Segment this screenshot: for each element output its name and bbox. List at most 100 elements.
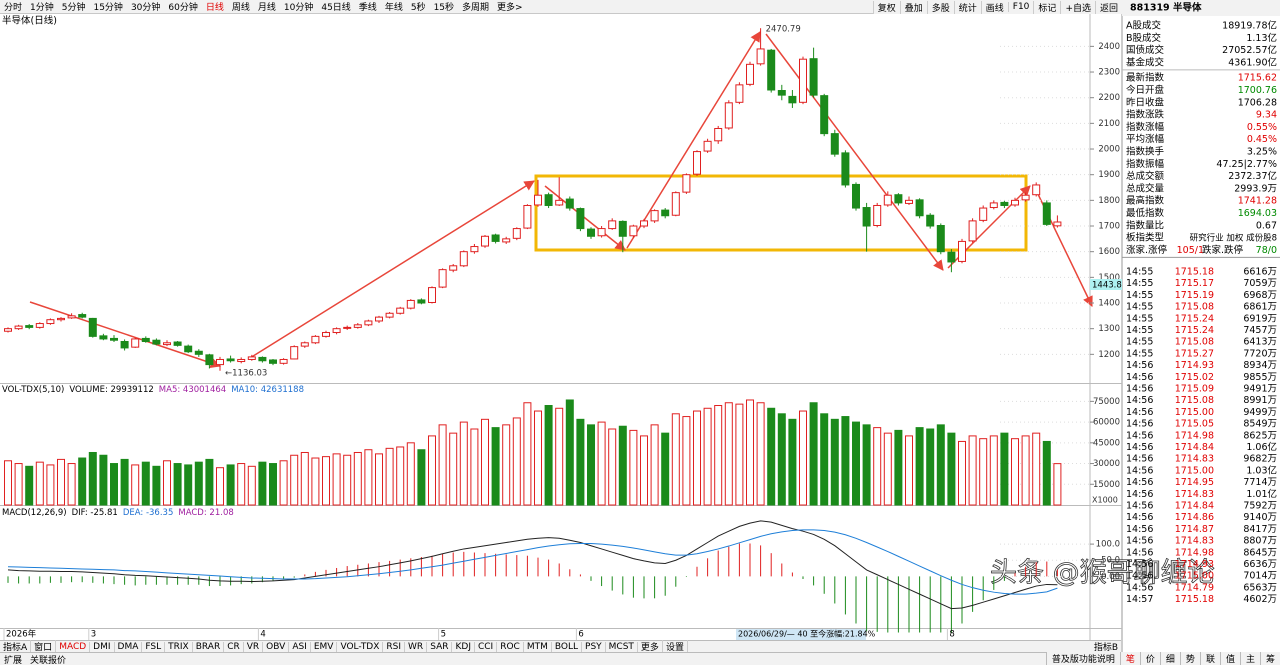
period-button[interactable]: 10分钟 bbox=[283, 3, 314, 13]
indicator-tab[interactable]: SAR bbox=[427, 641, 453, 652]
indicator-tab[interactable]: RSI bbox=[383, 641, 406, 652]
period-button[interactable]: 60分钟 bbox=[168, 3, 198, 13]
status-button[interactable]: 关联报价 bbox=[30, 655, 67, 665]
y-tick-label: 100.0 bbox=[1096, 540, 1120, 550]
candle-body bbox=[756, 48, 765, 65]
tool-button[interactable]: 统计 bbox=[953, 0, 981, 14]
tool-button[interactable]: F10 bbox=[1007, 2, 1034, 12]
tick-time: 14:56 bbox=[1126, 477, 1153, 488]
mode-button[interactable]: 联 bbox=[1199, 652, 1220, 665]
volume-bar bbox=[512, 417, 521, 506]
indicator-tab[interactable]: 指标B bbox=[1091, 640, 1122, 653]
volume-bar bbox=[247, 465, 256, 506]
period-button[interactable]: 45日线 bbox=[321, 3, 351, 13]
period-button[interactable]: 15秒 bbox=[433, 3, 455, 13]
indicator-tab[interactable]: CCI bbox=[475, 641, 498, 652]
period-button[interactable]: 5秒 bbox=[410, 3, 426, 13]
indicator-tab[interactable]: MACD bbox=[56, 641, 91, 652]
indicator-tab[interactable]: KDJ bbox=[452, 641, 475, 652]
period-button[interactable]: 季线 bbox=[358, 3, 377, 13]
indicator-tab[interactable]: EMV bbox=[311, 641, 338, 652]
indicator-tab[interactable]: OBV bbox=[263, 641, 290, 652]
volume-bar bbox=[173, 463, 182, 506]
watermark: 头条 @猴哥聊缠论 bbox=[990, 558, 1215, 589]
indicator-tab[interactable]: PSY bbox=[582, 641, 606, 652]
tool-button[interactable]: 叠加 bbox=[899, 0, 927, 14]
tick-volume: 9491万 bbox=[1243, 384, 1277, 395]
tool-button[interactable]: 返回 bbox=[1094, 0, 1122, 14]
indicator-tab[interactable]: 设置 bbox=[663, 640, 688, 653]
candle-body bbox=[830, 133, 839, 155]
volume-bar bbox=[936, 424, 945, 506]
volume-bar bbox=[544, 405, 553, 506]
indicator-tab[interactable]: ASI bbox=[289, 641, 311, 652]
period-button[interactable]: 日线 bbox=[205, 3, 224, 13]
period-button[interactable]: 多周期 bbox=[462, 3, 490, 13]
indicator-tab[interactable]: TRIX bbox=[165, 641, 193, 652]
tool-button[interactable]: 画线 bbox=[980, 0, 1008, 14]
period-button[interactable]: 1分钟 bbox=[30, 3, 54, 13]
tick-volume: 8645万 bbox=[1243, 547, 1277, 558]
period-button[interactable]: 15分钟 bbox=[93, 3, 123, 13]
mode-button[interactable]: 势 bbox=[1179, 652, 1200, 665]
help-link[interactable]: 普及版功能说明 bbox=[1045, 652, 1120, 665]
indicator-tab[interactable]: FSL bbox=[142, 641, 166, 652]
tool-button[interactable]: 复权 bbox=[872, 0, 900, 14]
indicator-tab[interactable]: MTM bbox=[524, 641, 552, 652]
volume-bar bbox=[777, 413, 786, 506]
indicator-tab[interactable]: DMA bbox=[115, 641, 143, 652]
tool-button[interactable]: +自选 bbox=[1060, 0, 1095, 14]
period-button[interactable]: 月线 bbox=[257, 3, 276, 13]
indicator-tab[interactable]: VR bbox=[244, 641, 264, 652]
indicator-tab[interactable]: ROC bbox=[497, 641, 524, 652]
indicator-tab[interactable]: 更多 bbox=[638, 640, 663, 653]
indicator-tab[interactable]: VOL-TDX bbox=[337, 641, 384, 652]
tick-price: 1714.98 bbox=[1175, 430, 1214, 441]
indicator-tab[interactable]: CR bbox=[224, 641, 244, 652]
period-button[interactable]: 周线 bbox=[231, 3, 250, 13]
period-button[interactable]: 5分钟 bbox=[61, 3, 86, 13]
tick-volume: 8417万 bbox=[1243, 524, 1277, 535]
indicator-tab[interactable]: 窗口 bbox=[31, 640, 57, 653]
tick-time: 14:55 bbox=[1126, 267, 1153, 278]
stat-value: 4361.90亿 bbox=[1228, 56, 1277, 68]
candle-body bbox=[57, 317, 65, 321]
tool-button[interactable]: 标记 bbox=[1033, 0, 1060, 14]
y-tick-label: 2300 bbox=[1098, 68, 1120, 78]
indicator-tab[interactable]: BOLL bbox=[552, 641, 583, 652]
mode-button[interactable]: 主 bbox=[1239, 652, 1260, 665]
period-button[interactable]: 30分钟 bbox=[130, 3, 161, 13]
mode-button[interactable]: 值 bbox=[1219, 652, 1240, 665]
stat-value: 18919.78亿 bbox=[1222, 20, 1277, 32]
indicator-tab[interactable]: MCST bbox=[606, 641, 638, 652]
period-button[interactable]: 更多> bbox=[497, 3, 523, 13]
period-button[interactable]: 分时 bbox=[4, 3, 23, 13]
volume-bar bbox=[110, 463, 118, 506]
volume-bar bbox=[1000, 432, 1009, 506]
y-tick-label: 50.0 bbox=[1101, 556, 1120, 566]
indicator-tab[interactable]: DMI bbox=[90, 641, 115, 652]
mode-button[interactable]: 细 bbox=[1159, 652, 1180, 665]
tick-volume: 7720万 bbox=[1243, 348, 1277, 359]
status-button[interactable]: 扩展 bbox=[4, 655, 23, 665]
volume-bar bbox=[35, 461, 44, 506]
period-button[interactable]: 年线 bbox=[384, 3, 403, 13]
tick-price: 1715.00 bbox=[1175, 571, 1214, 582]
stat-value: 研究行业 加权 成份股8 bbox=[1190, 233, 1277, 244]
indicator-tab[interactable]: BRAR bbox=[193, 641, 225, 652]
mode-button[interactable]: 筹 bbox=[1259, 652, 1280, 665]
candle-body bbox=[470, 246, 479, 253]
tick-time: 14:56 bbox=[1126, 512, 1153, 523]
volume-bar bbox=[555, 407, 564, 506]
volume-bar bbox=[873, 427, 882, 506]
volume-bar bbox=[258, 461, 267, 506]
indicator-tab[interactable]: 指标A bbox=[0, 640, 32, 653]
tick-volume: 8625万 bbox=[1243, 430, 1277, 441]
mode-button[interactable]: 价 bbox=[1139, 652, 1160, 665]
indicator-tab[interactable]: WR bbox=[405, 641, 428, 652]
candle-body bbox=[25, 325, 34, 328]
volume-bar bbox=[661, 432, 670, 506]
mode-button[interactable]: 笔 bbox=[1119, 652, 1140, 665]
tick-price: 1714.93 bbox=[1175, 360, 1214, 371]
tool-button[interactable]: 多股 bbox=[926, 0, 954, 14]
